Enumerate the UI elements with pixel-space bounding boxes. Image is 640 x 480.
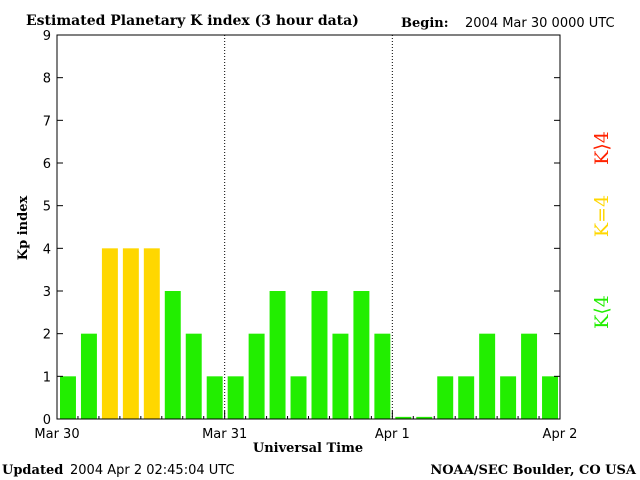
kp-bar bbox=[143, 248, 160, 419]
credit-text: NOAA/SEC Boulder, CO USA bbox=[430, 463, 637, 478]
begin-label: Begin: bbox=[401, 16, 449, 31]
y-axis-label: Kp index bbox=[16, 196, 31, 261]
updated-label: Updated bbox=[2, 463, 63, 478]
kp-bar bbox=[248, 333, 265, 419]
y-tick-label: 0 bbox=[43, 413, 51, 428]
kp-bar bbox=[416, 416, 433, 419]
kp-bar bbox=[80, 333, 97, 419]
legend-label-above-4: K⟩4 bbox=[591, 131, 613, 165]
y-tick-label: 4 bbox=[43, 242, 51, 257]
x-tick-label: Mar 30 bbox=[34, 427, 79, 442]
kp-bar bbox=[437, 376, 454, 419]
kp-bar bbox=[269, 291, 286, 419]
kp-bar bbox=[374, 333, 391, 419]
kp-bar bbox=[101, 248, 118, 419]
kp-bar bbox=[227, 376, 244, 419]
chart-title: Estimated Planetary K index (3 hour data… bbox=[26, 13, 359, 29]
x-tick-label: Apr 1 bbox=[375, 427, 410, 442]
x-tick-label: Mar 31 bbox=[202, 427, 247, 442]
y-tick-label: 2 bbox=[43, 328, 51, 343]
y-tick-label: 6 bbox=[43, 157, 51, 172]
kp-bar bbox=[500, 376, 517, 419]
kp-bar bbox=[458, 376, 475, 419]
legend-label-equal-4: K=4 bbox=[591, 195, 613, 237]
y-tick-label: 8 bbox=[43, 72, 51, 87]
legend-label-below-4: K⟨4 bbox=[591, 295, 613, 329]
kp-bar bbox=[353, 291, 370, 419]
y-tick-label: 3 bbox=[43, 285, 51, 300]
kp-bar bbox=[185, 333, 202, 419]
y-tick-label: 7 bbox=[43, 114, 51, 129]
y-tick-label: 9 bbox=[43, 29, 51, 44]
begin-value: 2004 Mar 30 0000 UTC bbox=[465, 16, 615, 31]
kp-bar bbox=[164, 291, 181, 419]
kp-bar bbox=[479, 333, 496, 419]
x-tick-label: Apr 2 bbox=[543, 427, 578, 442]
kp-bar bbox=[521, 333, 538, 419]
y-tick-label: 1 bbox=[43, 370, 51, 385]
kp-bar bbox=[290, 376, 307, 419]
kp-bar bbox=[395, 416, 412, 419]
kp-bar bbox=[206, 376, 223, 419]
plot-area: 0 1 2 3 4 5 6 7 8 9 Mar 30 Mar 31 Apr 1 Apr 2 bbox=[34, 29, 577, 442]
kp-bar bbox=[60, 376, 76, 419]
y-tick-label: 5 bbox=[43, 200, 51, 215]
updated-value: 2004 Apr 2 02:45:04 UTC bbox=[70, 463, 235, 478]
kp-bar bbox=[542, 376, 558, 419]
kp-bar bbox=[332, 333, 349, 419]
kp-bar bbox=[311, 291, 328, 419]
x-axis-label: Universal Time bbox=[253, 441, 363, 456]
kp-bar bbox=[122, 248, 139, 419]
